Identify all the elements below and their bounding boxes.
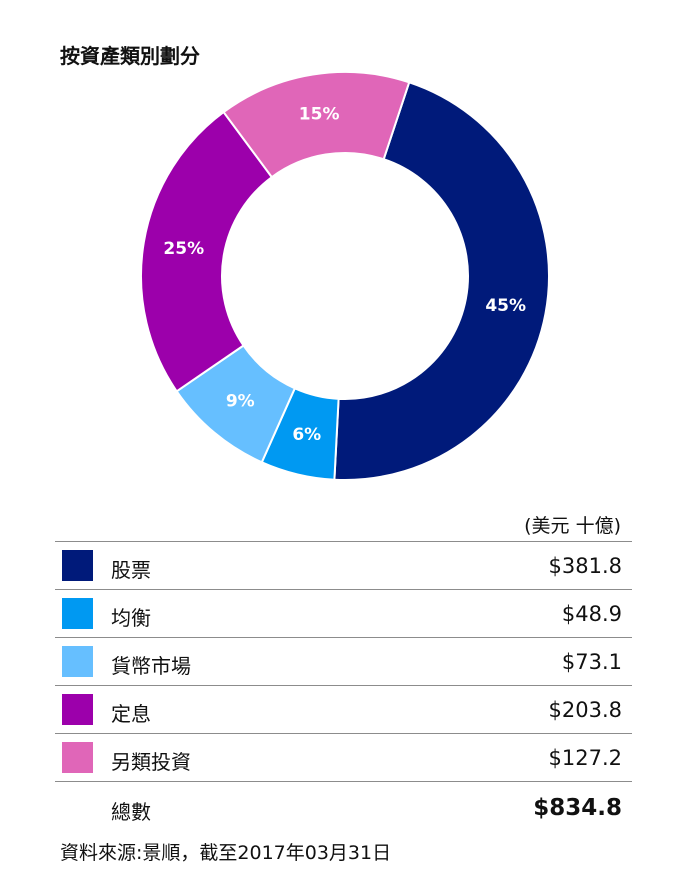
slice-percent-label: 9% bbox=[226, 392, 255, 412]
slice-percent-label: 25% bbox=[163, 239, 204, 259]
legend-label: 均衡 bbox=[111, 606, 151, 630]
legend-label: 貨幣市場 bbox=[111, 654, 191, 678]
legend-swatch bbox=[62, 742, 93, 773]
source-note: 資料來源:景順，截至2017年03月31日 bbox=[60, 842, 392, 864]
legend-row-money-market: 貨幣市場 $73.1 bbox=[55, 637, 632, 685]
total-label: 總數 bbox=[111, 800, 151, 824]
legend-table: 股票 $381.8 均衡 $48.9 貨幣市場 $73.1 定息 $203.8 … bbox=[55, 541, 632, 832]
unit-label: (美元 十億) bbox=[524, 515, 621, 537]
legend-value: $203.8 bbox=[548, 698, 622, 722]
slice-alternatives bbox=[222, 71, 411, 179]
legend-row-fixed-income: 定息 $203.8 bbox=[55, 685, 632, 733]
legend-value: $73.1 bbox=[561, 650, 622, 674]
legend-swatch bbox=[62, 598, 93, 629]
slice-equity bbox=[333, 81, 550, 481]
donut-slices bbox=[140, 71, 550, 481]
legend-row-alternatives: 另類投資 $127.2 bbox=[55, 733, 632, 782]
total-value: $834.8 bbox=[533, 795, 622, 821]
slice-percent-label: 15% bbox=[299, 105, 340, 125]
donut-chart: 45% 6% 9% 25% 15% bbox=[140, 71, 550, 481]
legend-value: $127.2 bbox=[548, 746, 622, 770]
legend-label: 另類投資 bbox=[111, 750, 191, 774]
slice-percent-label: 6% bbox=[292, 425, 321, 445]
legend-value: $381.8 bbox=[548, 554, 622, 578]
legend-total-row: 總數 $834.8 bbox=[55, 782, 632, 832]
slice-percent-label: 45% bbox=[485, 296, 526, 316]
legend-value: $48.9 bbox=[561, 602, 622, 626]
legend-swatch bbox=[62, 550, 93, 581]
legend-row-balanced: 均衡 $48.9 bbox=[55, 589, 632, 637]
legend-swatch bbox=[62, 694, 93, 725]
legend-label: 定息 bbox=[111, 702, 151, 726]
legend-label: 股票 bbox=[111, 558, 151, 582]
chart-title: 按資產類別劃分 bbox=[60, 44, 200, 68]
donut-percent-labels: 45% 6% 9% 25% 15% bbox=[163, 105, 526, 445]
slice-fixed-income bbox=[140, 110, 274, 393]
legend-swatch bbox=[62, 646, 93, 677]
legend-row-equity: 股票 $381.8 bbox=[55, 541, 632, 589]
